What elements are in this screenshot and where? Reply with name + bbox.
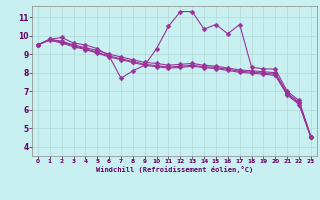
X-axis label: Windchill (Refroidissement éolien,°C): Windchill (Refroidissement éolien,°C): [96, 166, 253, 173]
